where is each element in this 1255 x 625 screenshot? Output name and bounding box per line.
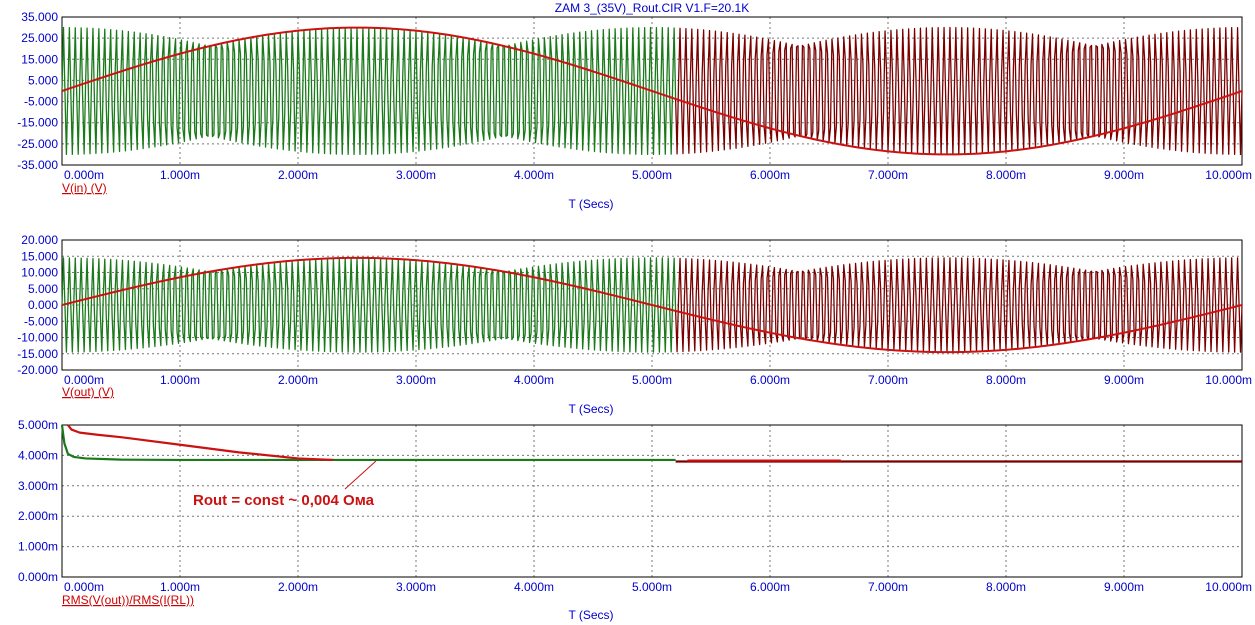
rout-x-tick-label: 0.000m xyxy=(64,580,104,594)
rout-plot-frame xyxy=(61,424,1243,578)
rout-panel: 5.000m 4.000m 3.000m 2.000m 1.000m 0.000m 0.00… xyxy=(18,418,1252,594)
vout-x-tick-label: 0.000m xyxy=(64,373,104,387)
vin-envelope-line xyxy=(61,26,1243,156)
rout-x-tick-label: 3.000m xyxy=(396,580,436,594)
vout-y-tick-label: 10.000 xyxy=(21,266,58,280)
vin-y-tick-label: -25.000 xyxy=(17,137,58,151)
vout-x-tick-label: 2.000m xyxy=(278,373,318,387)
rout-green-line xyxy=(60,424,676,462)
rout-y-tick-label: 5.000m xyxy=(18,418,58,432)
vin-y-tick-label: 5.000 xyxy=(28,73,58,87)
vin-x-tick-label: 2.000m xyxy=(278,168,318,182)
vin-x-tick-label: 6.000m xyxy=(750,168,790,182)
vin-x-tick-label: 10.000m xyxy=(1205,168,1252,182)
vout-x-tick-label: 6.000m xyxy=(750,373,790,387)
vout-y-tick-label: 15.000 xyxy=(21,249,58,263)
rout-x-tick-label: 2.000m xyxy=(278,580,318,594)
rout-x-tick-label: 6.000m xyxy=(750,580,790,594)
vin-y-tick-label: -5.000 xyxy=(24,95,58,109)
vout-x-tick-label: 3.000m xyxy=(396,373,436,387)
rout-x-tick-label: 9.000m xyxy=(1104,580,1144,594)
vin-x-tick-label: 8.000m xyxy=(986,168,1026,182)
vin-x-tick-label: 1.000m xyxy=(160,168,200,182)
vin-x-axis-title: T (Secs) xyxy=(568,197,613,211)
rout-y-tick-label: 3.000m xyxy=(18,479,58,493)
vout-x-axis-title: T (Secs) xyxy=(568,402,613,416)
vout-x-tick-label: 9.000m xyxy=(1104,373,1144,387)
rout-x-tick-label: 5.000m xyxy=(632,580,672,594)
vin-x-tick-label: 7.000m xyxy=(868,168,908,182)
rout-x-tick-label: 7.000m xyxy=(868,580,908,594)
vin-y-tick-label: 15.000 xyxy=(21,52,58,66)
vin-x-tick-label: 9.000m xyxy=(1104,168,1144,182)
vout-x-tick-label: 8.000m xyxy=(986,373,1026,387)
vout-y-tick-label: 5.000 xyxy=(28,282,58,296)
vout-y-tick-label: -5.000 xyxy=(24,314,58,328)
vin-x-tick-label: 4.000m xyxy=(514,168,554,182)
vin-y-tick-label: 25.000 xyxy=(21,31,58,45)
rout-x-axis-title: T (Secs) xyxy=(568,608,613,622)
vin-panel: 35.000 25.000 15.000 5.000 -5.000 -15.000 -25.… xyxy=(17,10,1252,182)
vin-y-tick-label: -15.000 xyxy=(17,116,58,130)
annotation-leader-line xyxy=(344,460,377,490)
vin-x-tick-label: 3.000m xyxy=(396,168,436,182)
rout-annotation: Rout = const ~ 0,004 Ома xyxy=(193,492,375,509)
vout-x-tick-label: 10.000m xyxy=(1205,373,1252,387)
vin-x-tick-label: 5.000m xyxy=(632,168,672,182)
vout-envelope-line xyxy=(61,256,1243,354)
rout-red-line xyxy=(67,424,334,462)
vin-y-tick-label: -35.000 xyxy=(17,158,58,172)
rout-y-tick-label: 4.000m xyxy=(18,448,58,462)
vout-y-tick-label: 20.000 xyxy=(21,233,58,247)
vin-carrier-dark_red xyxy=(674,26,1243,156)
rout-y-tick-label: 0.000m xyxy=(18,570,58,584)
vout-x-tick-label: 5.000m xyxy=(632,373,672,387)
vin-x-tick-label: 0.000m xyxy=(64,168,104,182)
rout-x-tick-label: 8.000m xyxy=(986,580,1026,594)
rout-y-tick-label: 2.000m xyxy=(18,509,58,523)
vout-x-tick-label: 7.000m xyxy=(868,373,908,387)
vout-x-tick-label: 4.000m xyxy=(514,373,554,387)
vout-panel: 20.000 15.000 10.000 5.000 0.000 -5.000 -10.00… xyxy=(17,233,1252,387)
window-title: ZAM 3_(35V)_Rout.CIR V1.F=20.1K xyxy=(555,1,749,15)
vin-carrier-green xyxy=(61,26,677,156)
rout-x-tick-label: 10.000m xyxy=(1205,580,1252,594)
vout-trace-label[interactable]: V(out) (V) xyxy=(62,385,114,399)
vout-y-tick-label: -20.000 xyxy=(17,363,58,377)
rout-x-tick-label: 4.000m xyxy=(514,580,554,594)
rout-trace-label[interactable]: RMS(V(out))/RMS(I(RL)) xyxy=(62,593,194,607)
vout-y-tick-label: 0.000 xyxy=(28,298,58,312)
rout-y-tick-label: 1.000m xyxy=(18,540,58,554)
vin-trace-label[interactable]: V(in) (V) xyxy=(62,181,107,195)
vout-x-tick-label: 1.000m xyxy=(160,373,200,387)
vout-y-tick-label: -10.000 xyxy=(17,331,58,345)
vin-y-tick-label: 35.000 xyxy=(21,10,58,24)
vout-y-tick-label: -15.000 xyxy=(17,347,58,361)
rout-x-tick-label: 1.000m xyxy=(160,580,200,594)
